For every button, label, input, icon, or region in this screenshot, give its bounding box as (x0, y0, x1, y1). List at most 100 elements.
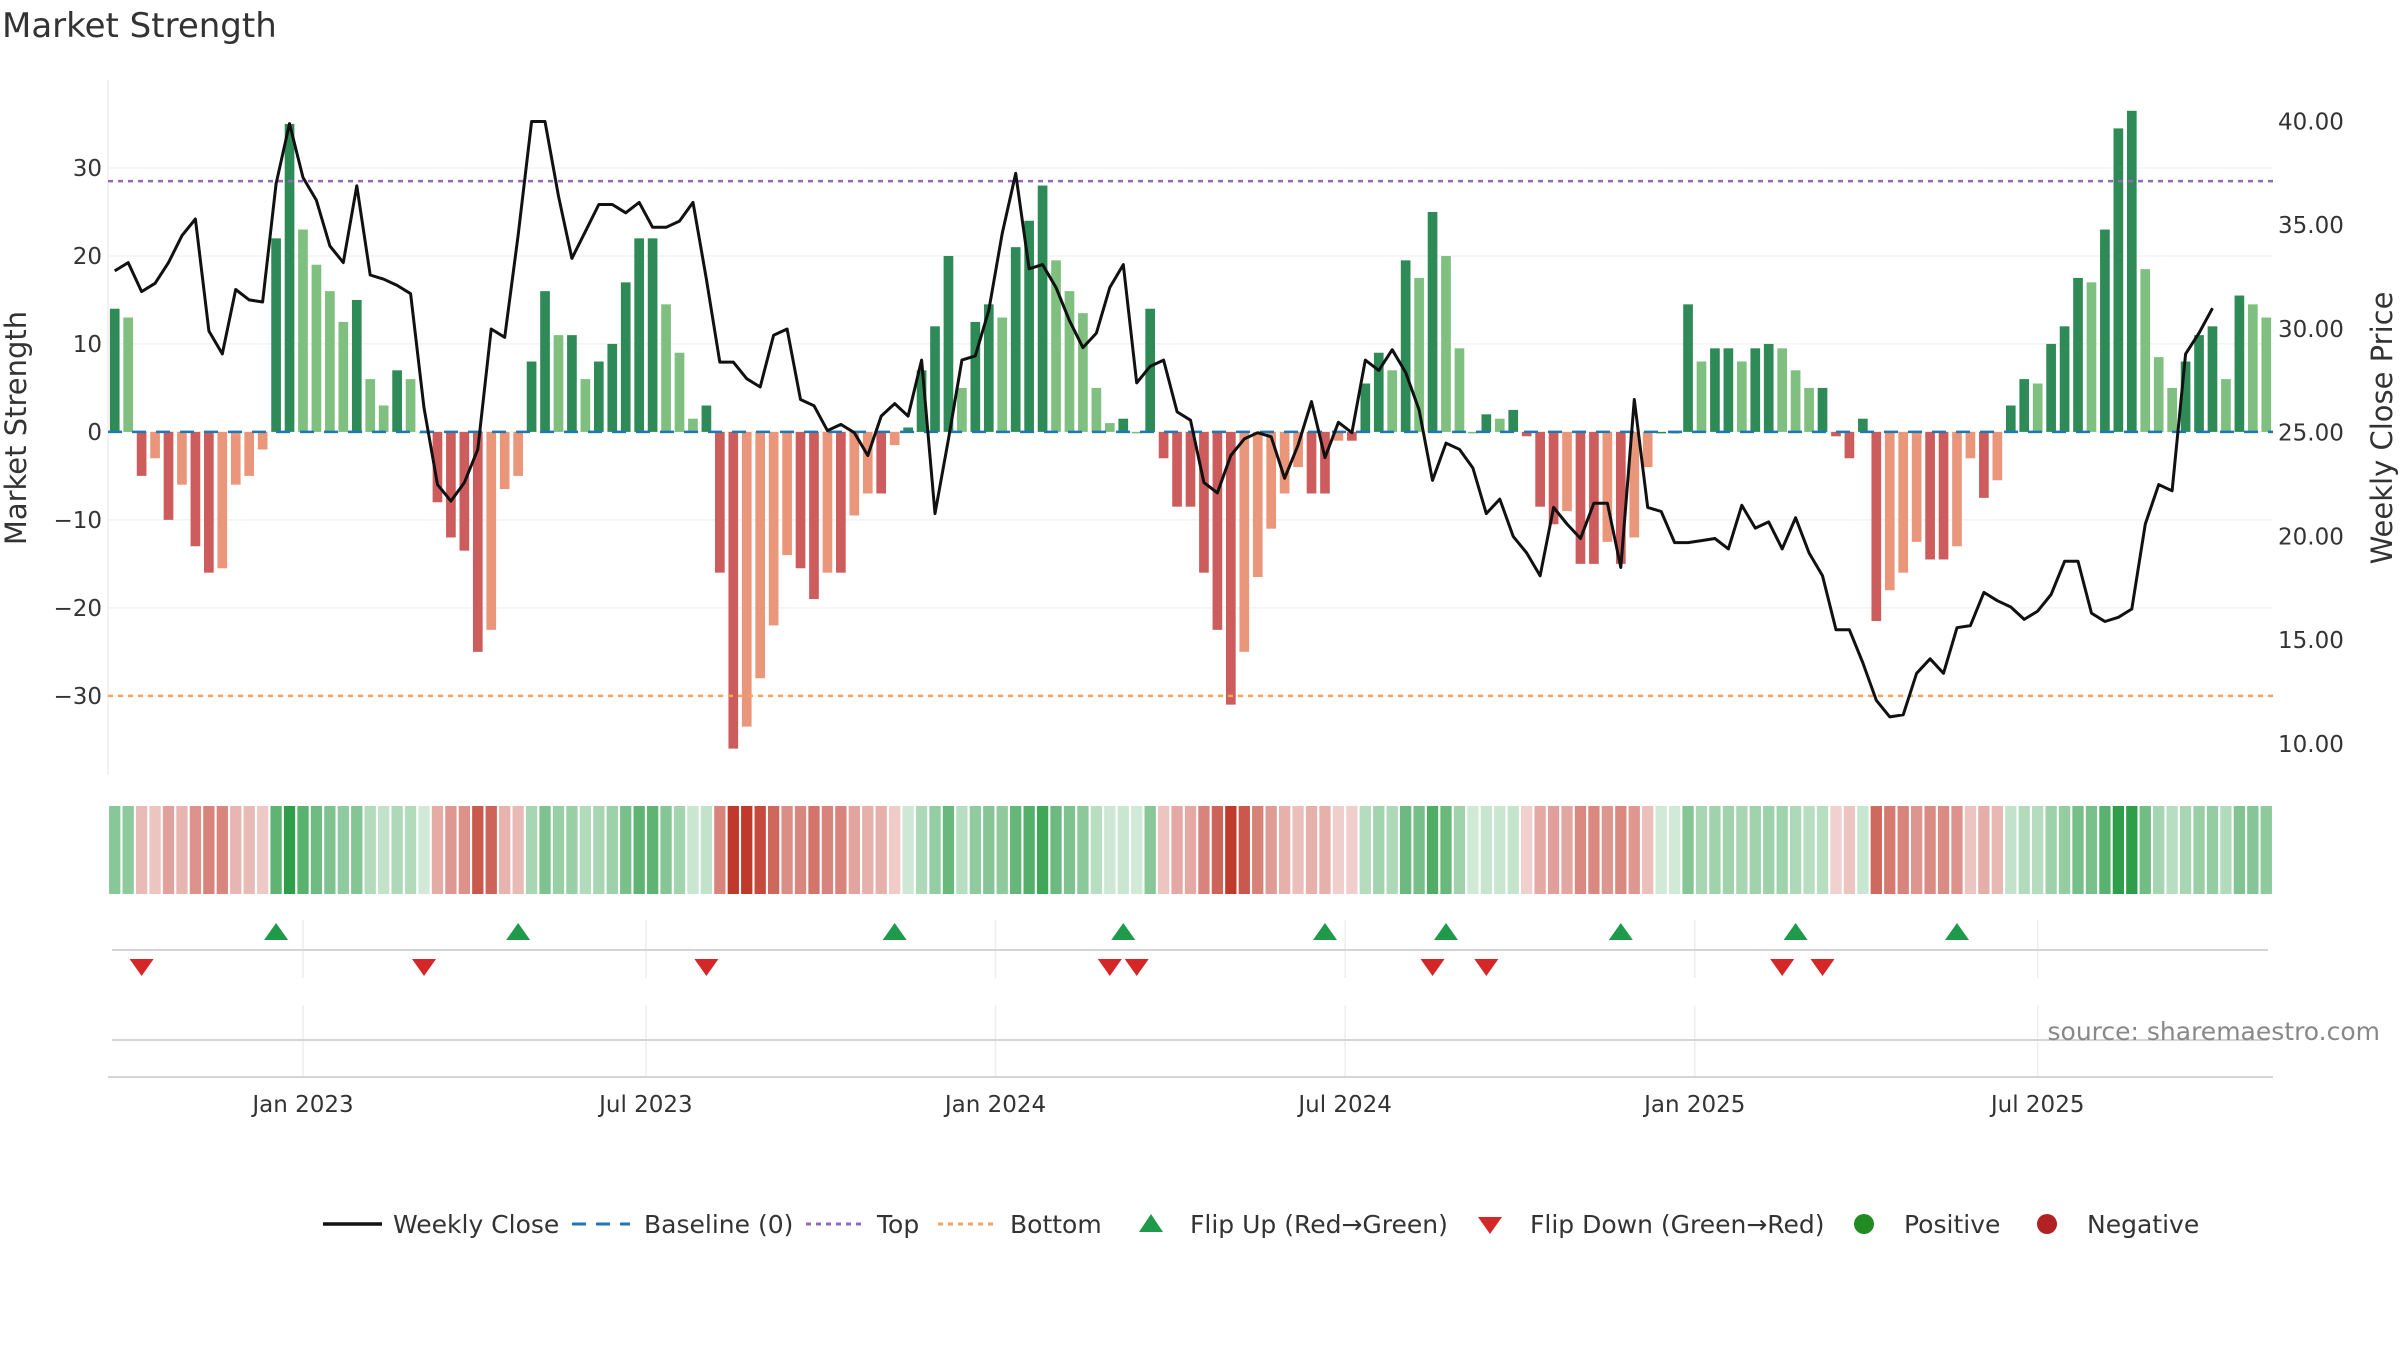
strength-bar (432, 431, 443, 503)
heat-cell (1816, 806, 1829, 894)
heat-cell (2260, 806, 2272, 894)
strength-bar (822, 431, 833, 573)
strength-bar (862, 431, 873, 494)
heat-cell (754, 806, 766, 894)
strength-bar (1252, 431, 1263, 578)
strength-bar (2126, 110, 2137, 432)
heat-cell (337, 806, 349, 894)
strength-bar (1911, 431, 1922, 542)
heat-cell (1736, 806, 1748, 894)
heat-cell (512, 806, 524, 894)
heat-cell (660, 806, 672, 894)
strength-bar (647, 238, 658, 432)
heat-cell (1803, 806, 1815, 894)
heat-cell (1077, 806, 1089, 894)
heat-cell (700, 806, 713, 894)
strength-bar (1078, 313, 1088, 432)
strength-bar (1199, 431, 1209, 573)
strength-bar (1387, 370, 1398, 432)
legend-label: Baseline (0) (644, 1210, 793, 1239)
heat-cell (1991, 806, 2003, 894)
y-axis-title: Market Strength (0, 311, 33, 545)
heat-cell (1467, 806, 1479, 894)
heat-cell (1857, 806, 1869, 894)
strength-bar (1535, 431, 1545, 507)
strength-bar (1347, 431, 1357, 441)
strength-bar (580, 379, 591, 432)
heat-cell (135, 806, 148, 894)
y2-tick-label: 15.00 (2278, 628, 2344, 654)
heat-cell (1440, 806, 1452, 894)
strength-bar (1575, 431, 1586, 564)
heat-cell (1668, 806, 1681, 894)
strength-bar (1481, 414, 1492, 432)
strength-bar (768, 431, 779, 626)
strength-bar (1763, 343, 1774, 432)
heat-cell (1036, 806, 1049, 894)
heat-cell (727, 806, 739, 894)
strength-bar (311, 264, 322, 432)
heat-cell (1117, 806, 1129, 894)
heat-cell (1144, 806, 1156, 894)
strength-bar (1306, 431, 1317, 494)
reference-lines (108, 179, 2273, 698)
heat-cell (2220, 806, 2232, 894)
heat-cell (1561, 806, 1573, 894)
heat-cell (122, 806, 134, 894)
flip-down-marker (1124, 959, 1149, 976)
flip-markers-panel (112, 920, 2268, 978)
heat-cell (1601, 806, 1614, 894)
strength-bar (177, 431, 187, 485)
heat-cell (1709, 806, 1721, 894)
strength-bar (1736, 361, 1747, 432)
heat-cell (1722, 806, 1735, 894)
strength-bar (1454, 348, 1465, 432)
y-tick-label: −10 (53, 508, 102, 534)
flip-up-marker (1312, 923, 1337, 940)
strength-bar (230, 431, 241, 485)
heat-cell (1695, 806, 1708, 894)
legend-label: Flip Up (Red→Green) (1190, 1210, 1448, 1239)
strength-bar (983, 304, 994, 432)
heat-cell (1978, 806, 1990, 894)
strength-bar (2221, 379, 2231, 432)
strength-bar (123, 317, 134, 432)
strength-bar (1952, 431, 1962, 547)
heat-cell (2179, 806, 2192, 894)
heat-cell (1050, 806, 1062, 894)
strength-bar (284, 123, 295, 432)
weekly-close-series (113, 120, 2214, 719)
strength-bar (1226, 431, 1236, 705)
legend-flip-up-swatch (1139, 1214, 1163, 1232)
source-label: source: sharemaestro.com (2048, 1017, 2381, 1046)
strength-bar (674, 352, 685, 432)
heat-cell (109, 806, 121, 894)
strength-bar (540, 291, 550, 432)
strength-bar (1333, 431, 1344, 441)
strength-bar (1145, 308, 1155, 432)
heat-cell (1682, 806, 1694, 894)
strength-bar (782, 431, 792, 556)
heat-cell (2126, 806, 2138, 894)
strength-bar (446, 431, 456, 538)
strength-bar (1427, 211, 1438, 432)
heat-cell (1400, 806, 1412, 894)
flip-down-marker (1420, 959, 1445, 976)
heat-cell (1776, 806, 1788, 894)
heat-cell (1346, 806, 1358, 894)
strength-bar (2180, 361, 2191, 432)
heat-cell (149, 806, 161, 894)
flip-up-marker (506, 923, 531, 940)
heat-cell (821, 806, 834, 894)
strength-heat-strip (109, 806, 2272, 894)
strength-bar (190, 431, 201, 547)
strength-bar (889, 431, 900, 446)
strength-bar (916, 370, 927, 432)
heat-cell (2045, 806, 2057, 894)
strength-bar (1548, 431, 1559, 525)
strength-bar (1400, 260, 1411, 432)
heat-cell (2233, 806, 2246, 894)
heat-cell (404, 806, 417, 894)
strength-bar (298, 229, 308, 432)
flip-up-marker (882, 923, 907, 940)
